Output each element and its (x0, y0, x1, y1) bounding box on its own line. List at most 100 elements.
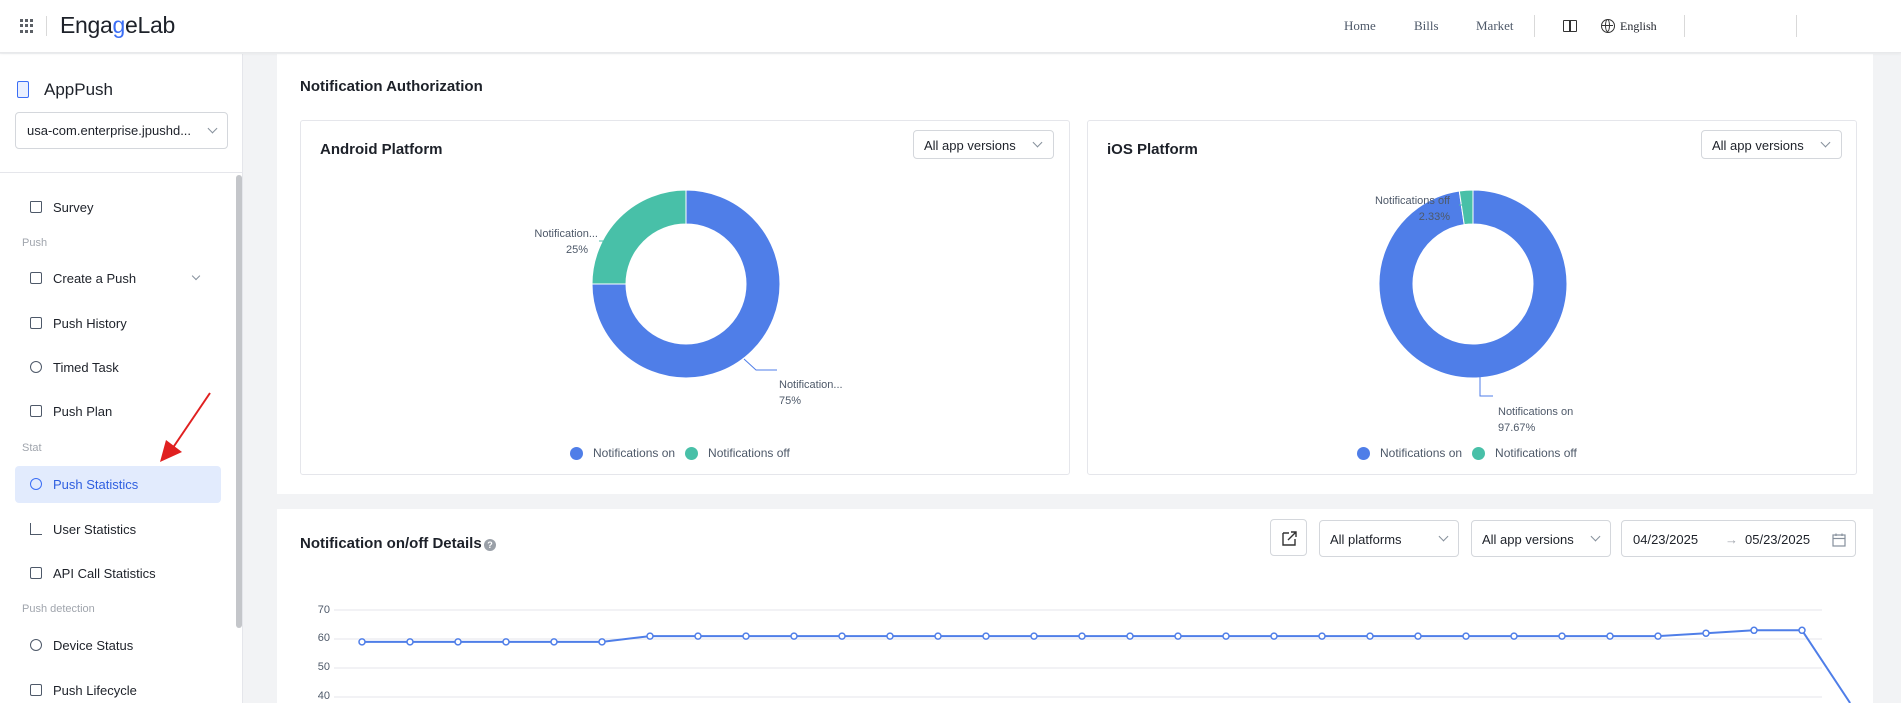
data-point (1750, 626, 1758, 635)
data-point (1318, 632, 1326, 640)
export-button[interactable] (1270, 519, 1307, 556)
language-selector[interactable]: English (1620, 19, 1657, 33)
data-point (886, 632, 894, 640)
pie-slice-off (591, 189, 687, 285)
android-pie-chart (591, 189, 781, 379)
y-tick-label: 50 (317, 661, 330, 673)
data-point (742, 632, 750, 640)
sidebar-item-timed-task[interactable]: Timed Task (15, 349, 221, 386)
nav-market[interactable]: Market (1476, 18, 1514, 33)
legend-off-swatch (1472, 446, 1486, 460)
sidebar-item-push-statistics[interactable]: Push Statistics (15, 466, 221, 503)
sidebar-item-push-lifecycle[interactable]: Push Lifecycle (15, 672, 221, 703)
home-icon (30, 201, 42, 213)
data-point (1702, 629, 1710, 637)
android-platform-panel: Android Platform All app versions Notifi… (300, 120, 1070, 475)
docs-book-icon[interactable] (1563, 20, 1577, 32)
divider (46, 16, 47, 36)
leader-line-on (743, 358, 777, 371)
legend-off-label[interactable]: Notifications off (1495, 446, 1577, 460)
platform-select[interactable]: All platforms (1319, 520, 1459, 557)
nav-home[interactable]: Home (1344, 18, 1376, 33)
leader-line-off (1459, 204, 1469, 222)
group-label-push: Push (22, 237, 48, 249)
data-point (1462, 632, 1470, 640)
nav-bills[interactable]: Bills (1414, 18, 1439, 33)
sidebar-item-api-call-statistics[interactable]: API Call Statistics (15, 555, 221, 592)
data-point (790, 632, 798, 640)
sidebar-item-push-plan[interactable]: Push Plan (15, 393, 221, 430)
android-version-select[interactable]: All app versions (913, 130, 1054, 159)
leader-line-on (1479, 377, 1493, 397)
data-point (406, 638, 414, 646)
y-tick-label: 40 (317, 690, 330, 702)
ios-version-select[interactable]: All app versions (1701, 130, 1842, 159)
data-point (1078, 632, 1086, 640)
ios-pie-chart (1378, 189, 1568, 397)
legend-off-label[interactable]: Notifications off (708, 446, 790, 460)
divider (1684, 15, 1685, 37)
leader-line-off (599, 240, 624, 252)
sidebar-scrollbar[interactable] (236, 175, 242, 628)
search-icon (30, 639, 42, 651)
pie-slice-on (1378, 189, 1568, 379)
data-point (358, 638, 366, 646)
group-label-push-detection: Push detection (22, 603, 95, 615)
help-icon[interactable]: ? (484, 539, 496, 551)
data-point (1270, 632, 1278, 640)
date-range-picker[interactable]: 04/23/2025 → 05/23/2025 (1621, 520, 1856, 557)
callout-on: Notifications on 97.67% (1498, 406, 1574, 434)
y-tick-label: 70 (317, 604, 330, 616)
divider (0, 172, 242, 173)
data-point (982, 632, 990, 640)
globe-icon[interactable] (1601, 19, 1615, 33)
app-title: AppPush (44, 80, 113, 99)
legend-on-label[interactable]: Notifications on (593, 446, 676, 460)
sidebar-item-user-statistics[interactable]: User Statistics (15, 511, 221, 548)
date-end[interactable]: 05/23/2025 (1745, 532, 1811, 547)
file-plus-icon (30, 272, 42, 284)
sidebar-item-create-push[interactable]: Create a Push (15, 260, 221, 297)
date-start[interactable]: 04/23/2025 (1633, 532, 1699, 547)
clock-icon (30, 361, 42, 373)
data-point (550, 638, 558, 646)
calendar-icon (1832, 533, 1846, 547)
sidebar-item-survey[interactable]: Survey (15, 189, 221, 226)
chart-legend: Notifications on Notifications off (1357, 446, 1577, 460)
data-point (694, 632, 702, 640)
apps-grid-icon[interactable] (20, 19, 34, 33)
pie-slice-on (591, 189, 781, 379)
app-phone-icon (13, 80, 33, 100)
pie-slice-off (1458, 189, 1474, 226)
data-point (1366, 632, 1374, 640)
lifecycle-icon (30, 684, 42, 696)
data-point (454, 638, 462, 646)
panel-title: iOS Platform (1107, 141, 1198, 158)
pie-icon (30, 478, 42, 490)
sidebar (0, 54, 243, 703)
section-title: Notification on/off Details (300, 535, 482, 552)
data-point (1174, 632, 1182, 640)
divider (1534, 15, 1535, 37)
data-point (1654, 632, 1662, 640)
data-point (1606, 632, 1614, 640)
logo[interactable]: EngageLab (60, 12, 175, 38)
plan-icon (30, 405, 42, 417)
monitor-icon (30, 567, 42, 579)
export-icon (1282, 531, 1297, 546)
callout-off: Notification... 25% (534, 228, 598, 256)
app-selector[interactable]: usa-com.enterprise.jpushd... (15, 112, 228, 149)
sidebar-item-device-status[interactable]: Device Status (15, 627, 221, 664)
legend-on-label[interactable]: Notifications on (1380, 446, 1463, 460)
details-version-select[interactable]: All app versions (1471, 520, 1611, 557)
y-tick-label: 60 (317, 632, 330, 644)
sidebar-item-push-history[interactable]: Push History (15, 305, 221, 342)
section-title: Notification Authorization (300, 78, 483, 95)
legend-off-swatch (685, 446, 699, 460)
callout-on: Notification... 75% (779, 379, 843, 407)
divider (1796, 15, 1797, 37)
group-label-stat: Stat (22, 442, 42, 454)
chart-legend: Notifications on Notifications off (570, 446, 790, 460)
date-range-separator: → (1725, 532, 1738, 547)
